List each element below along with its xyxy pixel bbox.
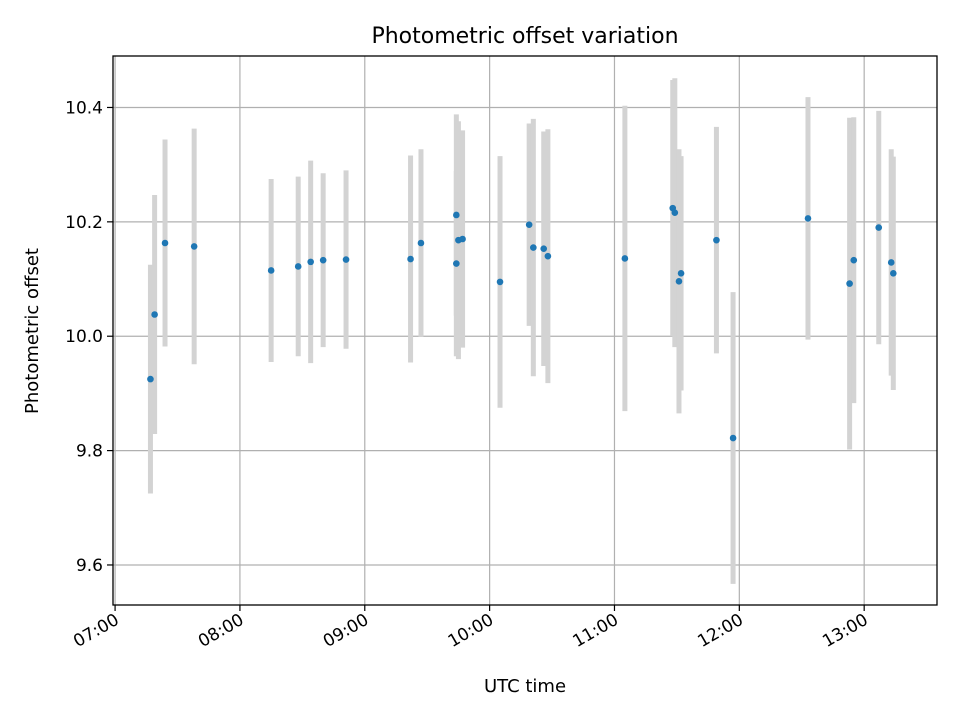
y-tick-label: 10.2 <box>65 213 103 233</box>
data-point <box>161 239 169 247</box>
data-point <box>887 259 895 266</box>
data-point <box>319 256 327 264</box>
data-point <box>342 256 350 263</box>
data-point <box>875 224 883 231</box>
data-point <box>453 211 460 219</box>
data-point <box>530 244 537 251</box>
data-point <box>671 209 679 216</box>
data-point <box>850 256 858 264</box>
data-point <box>307 258 314 266</box>
data-point <box>675 278 683 285</box>
grid <box>113 56 937 605</box>
data-point <box>729 434 737 442</box>
data-point <box>267 267 275 274</box>
data-point <box>677 270 685 277</box>
y-tick-label: 9.6 <box>76 556 103 576</box>
data-point <box>544 252 552 260</box>
data-point <box>453 260 460 267</box>
data-point <box>540 245 548 253</box>
data-point <box>151 311 158 318</box>
chart-title: Photometric offset variation <box>371 24 678 49</box>
y-tick-label: 10.4 <box>65 98 103 118</box>
data-point <box>890 270 897 277</box>
data-point <box>621 255 629 262</box>
x-axis-label: UTC time <box>484 676 566 697</box>
data-point <box>846 280 853 287</box>
data-point <box>417 239 425 247</box>
data-points <box>147 204 897 442</box>
data-point <box>459 235 466 243</box>
data-point <box>190 243 198 250</box>
y-tick-label: 9.8 <box>76 442 103 462</box>
data-point <box>407 255 414 263</box>
data-point <box>496 278 504 286</box>
data-point <box>294 263 302 270</box>
data-point <box>804 215 812 222</box>
data-point <box>525 221 533 229</box>
y-tick-label: 10.0 <box>65 327 103 347</box>
plot-frame <box>112 55 938 606</box>
data-point <box>147 375 154 383</box>
y-axis-label: Photometric offset <box>22 248 43 414</box>
data-point <box>713 236 720 244</box>
